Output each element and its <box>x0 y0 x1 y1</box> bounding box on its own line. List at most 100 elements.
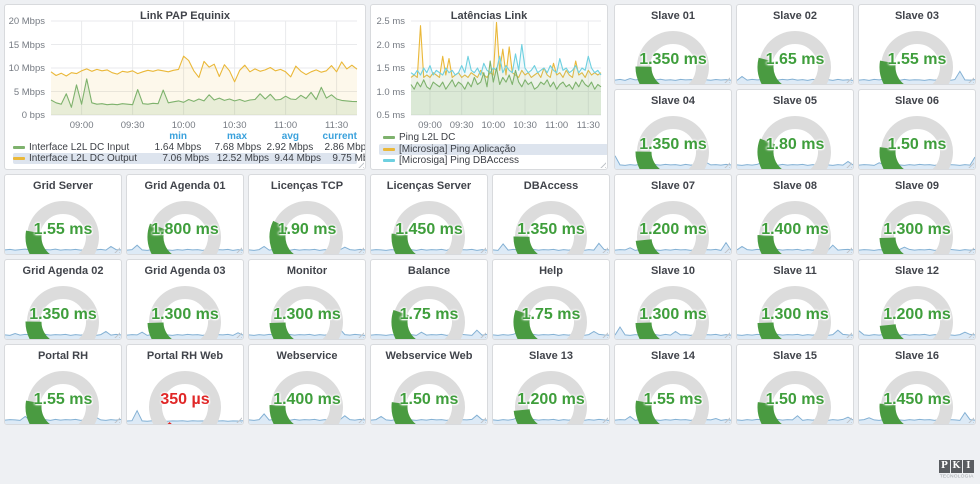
panel-resize-handle[interactable] <box>357 246 364 253</box>
panel-resize-handle[interactable] <box>967 416 974 423</box>
gauge-arc <box>879 60 904 84</box>
gauge-panel-slave-16: Slave 16 1.450 ms <box>858 344 976 425</box>
legend-stat-avg: 2.92 Mbps <box>266 142 314 153</box>
panel-title[interactable]: Grid Agenda 03 <box>144 265 226 277</box>
legend-column-header-avg[interactable]: avg <box>281 131 299 142</box>
chart-plot[interactable] <box>5 5 365 129</box>
panel-title[interactable]: Webservice Web <box>385 350 473 362</box>
series-fill-interface-l2l-dc-output <box>51 56 357 115</box>
panel-title[interactable]: Slave 04 <box>650 95 696 107</box>
panel-title[interactable]: Licenças Server <box>386 180 472 192</box>
panel-resize-handle[interactable] <box>601 331 608 338</box>
panel-resize-handle[interactable] <box>113 331 120 338</box>
panel-title[interactable]: Slave 02 <box>772 10 818 22</box>
panel-resize-handle[interactable] <box>845 76 852 83</box>
gauge-arc <box>25 321 50 339</box>
panel-resize-handle[interactable] <box>723 161 730 168</box>
pki-letter-p: P <box>938 460 950 473</box>
panel-title[interactable]: Help <box>539 265 563 277</box>
panel-resize-handle[interactable] <box>601 416 608 423</box>
panel-title[interactable]: Slave 10 <box>650 265 696 277</box>
panel-title[interactable]: Slave 08 <box>772 180 818 192</box>
series-color-icon <box>383 136 395 140</box>
panel-resize-handle[interactable] <box>235 331 242 338</box>
panel-title[interactable]: Licenças TCP <box>270 180 344 192</box>
panel-title[interactable]: DBAccess <box>523 180 579 192</box>
panel-resize-handle[interactable] <box>601 246 608 253</box>
panel-resize-handle[interactable] <box>845 331 852 338</box>
gauge-value: 1.50 ms <box>887 136 947 153</box>
panel-resize-handle[interactable] <box>113 246 120 253</box>
panel-title[interactable]: Slave 11 <box>773 265 817 277</box>
legend-column-header-min[interactable]: min <box>169 131 187 142</box>
gauge-value: 1.300 ms <box>151 306 219 323</box>
legend-column-header-current[interactable]: current <box>322 131 357 142</box>
panel-resize-handle[interactable] <box>723 416 730 423</box>
panel-title[interactable]: Slave 15 <box>772 350 818 362</box>
panel-title[interactable]: Slave 14 <box>650 350 696 362</box>
gauge-chart <box>493 371 609 424</box>
chart-plot[interactable] <box>371 5 607 129</box>
panel-title[interactable]: Slave 12 <box>894 265 940 277</box>
panel-title[interactable]: Slave 03 <box>894 10 940 22</box>
panel-title[interactable]: Grid Agenda 01 <box>144 180 226 192</box>
panel-resize-handle[interactable] <box>845 416 852 423</box>
panel-resize-handle[interactable] <box>845 161 852 168</box>
legend-series-toggle[interactable]: [Microsiga] Ping Aplicação <box>383 144 516 155</box>
gauge-arc <box>25 400 50 424</box>
sparkline <box>737 415 853 421</box>
legend-series-toggle[interactable]: Ping L2L DC <box>383 132 455 143</box>
gauge-chart <box>127 286 243 339</box>
panel-resize-handle[interactable] <box>967 76 974 83</box>
gauge-arc <box>635 66 660 84</box>
panel-title[interactable]: Webservice <box>276 350 338 362</box>
panel-title[interactable]: Link PAP Equinix <box>139 10 231 22</box>
legend-series-toggle[interactable]: [Microsiga] Ping DBAccess <box>383 155 519 166</box>
panel-resize-handle[interactable] <box>967 246 974 253</box>
panel-resize-handle[interactable] <box>113 416 120 423</box>
gauge-arc <box>879 403 904 424</box>
panel-title[interactable]: Slave 06 <box>894 95 940 107</box>
panel-resize-handle[interactable] <box>845 246 852 253</box>
panel-title[interactable]: Monitor <box>286 265 328 277</box>
legend-series-toggle[interactable]: Interface L2L DC Input <box>13 142 129 153</box>
panel-resize-handle[interactable] <box>357 161 364 168</box>
panel-title[interactable]: Slave 16 <box>894 350 940 362</box>
gauge-chart <box>5 286 121 339</box>
panel-title[interactable]: Latências Link <box>450 10 528 22</box>
legend-stat-avg: 9.44 Mbps <box>274 153 322 164</box>
panel-title[interactable]: Balance <box>407 265 451 277</box>
legend-column-header-max[interactable]: max <box>226 131 247 142</box>
panel-title[interactable]: Portal RH Web <box>146 350 224 362</box>
panel-resize-handle[interactable] <box>357 331 364 338</box>
legend-series-toggle[interactable]: Interface L2L DC Output <box>13 153 137 164</box>
sparkline <box>737 329 853 336</box>
panel-resize-handle[interactable] <box>357 416 364 423</box>
sparkline <box>615 326 731 336</box>
panel-resize-handle[interactable] <box>723 331 730 338</box>
panel-resize-handle[interactable] <box>235 416 242 423</box>
panel-resize-handle[interactable] <box>479 416 486 423</box>
panel-title[interactable]: Slave 01 <box>650 10 696 22</box>
panel-title[interactable]: Grid Server <box>33 180 93 192</box>
gauge-panel-slave-15: Slave 15 1.50 ms <box>736 344 854 425</box>
panel-title[interactable]: Slave 13 <box>528 350 574 362</box>
panel-title[interactable]: Portal RH <box>37 350 89 362</box>
legend-series-label: Interface L2L DC Output <box>29 153 138 164</box>
panel-resize-handle[interactable] <box>235 246 242 253</box>
panel-resize-handle[interactable] <box>599 161 606 168</box>
panel-title[interactable]: Slave 07 <box>650 180 696 192</box>
panel-title[interactable]: Grid Agenda 02 <box>22 265 104 277</box>
panel-resize-handle[interactable] <box>479 246 486 253</box>
panel-title[interactable]: Slave 09 <box>894 180 940 192</box>
panel-title[interactable]: Slave 05 <box>772 95 818 107</box>
panel-resize-handle[interactable] <box>479 331 486 338</box>
panel-resize-handle[interactable] <box>723 76 730 83</box>
series-line-microsiga-ping-aplica-o <box>410 21 602 78</box>
panel-resize-handle[interactable] <box>723 246 730 253</box>
panel-resize-handle[interactable] <box>967 161 974 168</box>
gauge-chart <box>249 286 365 339</box>
gauge-chart <box>859 116 975 169</box>
panel-resize-handle[interactable] <box>967 331 974 338</box>
gauge-chart <box>859 31 975 84</box>
